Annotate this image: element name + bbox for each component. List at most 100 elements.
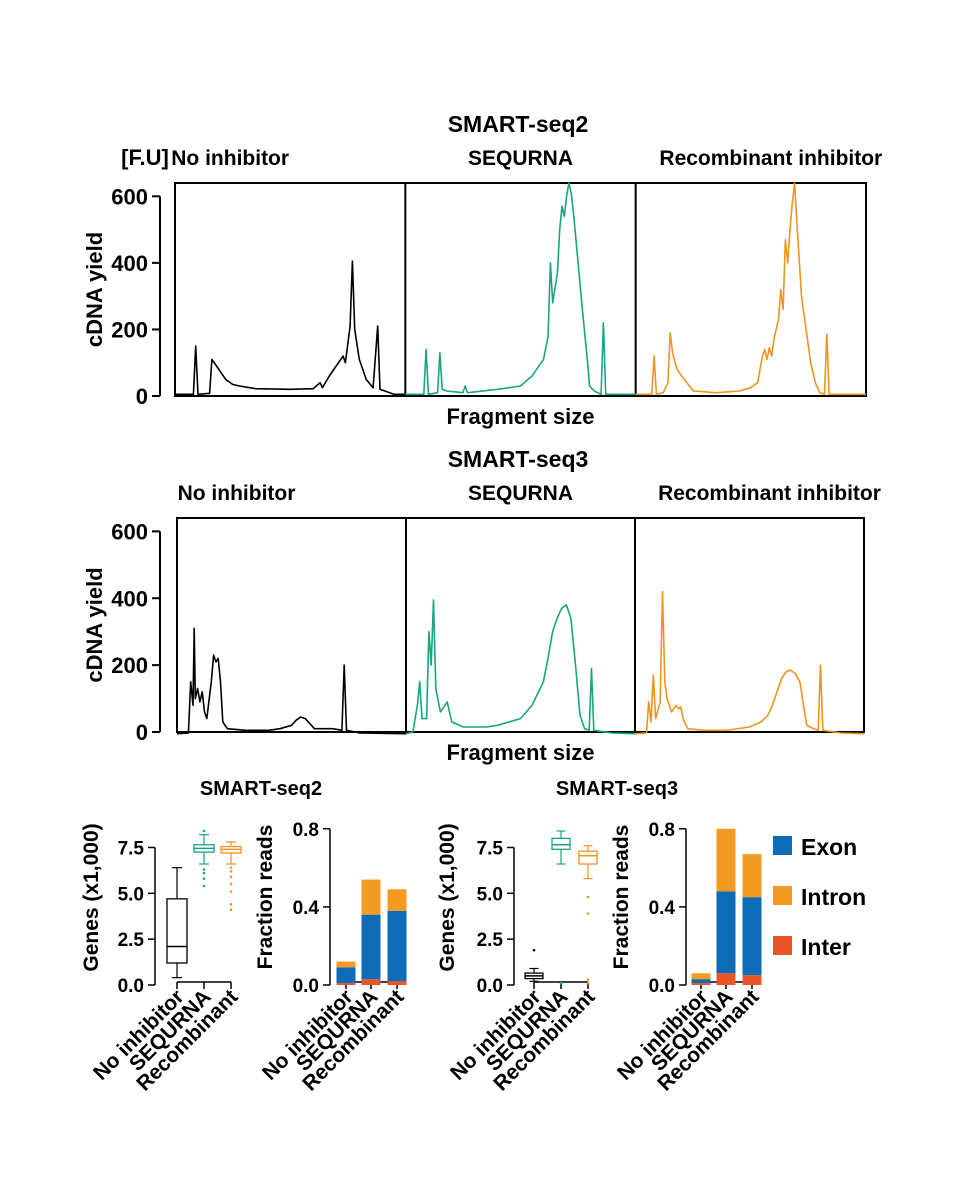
bar-segment bbox=[691, 983, 711, 985]
chart-title: SMART-seq2 bbox=[200, 778, 322, 800]
bar-segment bbox=[742, 897, 762, 976]
box-outlier bbox=[559, 981, 563, 985]
fraction-legend: Exon Intron Inter bbox=[773, 834, 866, 960]
y-tick-label: 400 bbox=[111, 251, 148, 276]
box bbox=[551, 837, 571, 850]
y-tick-label: 2.5 bbox=[477, 930, 504, 951]
middle-title: SMART-seq3 bbox=[448, 446, 589, 472]
box-outlier bbox=[586, 912, 590, 915]
legend-label: Exon bbox=[801, 834, 857, 860]
y-tick-label: 0 bbox=[136, 384, 148, 409]
top-title: SMART-seq2 bbox=[448, 111, 589, 137]
panel-title: SEQURNA bbox=[468, 482, 573, 505]
y-tick-label: 0.8 bbox=[649, 820, 675, 841]
bar-segment bbox=[716, 828, 736, 892]
box bbox=[166, 898, 188, 964]
legend-label: Inter bbox=[801, 934, 851, 960]
box-outlier bbox=[202, 868, 206, 871]
y-tick-label: 0 bbox=[136, 720, 148, 745]
box-outlier bbox=[202, 877, 206, 880]
bar-segment bbox=[387, 889, 407, 911]
trace-line bbox=[176, 627, 407, 735]
panel-title: Recombinant inhibitor bbox=[658, 482, 881, 505]
box-outlier bbox=[202, 829, 206, 833]
bar-segment bbox=[387, 910, 407, 982]
y-tick-label: 0.8 bbox=[293, 820, 319, 841]
x-axis-label: Fragment size bbox=[447, 740, 595, 765]
plot-frame bbox=[174, 182, 867, 397]
bar-segment bbox=[716, 891, 736, 974]
y-tick-label: 5.0 bbox=[118, 884, 144, 905]
y-tick-label: 0.4 bbox=[293, 898, 320, 919]
y-tick-label: 0.0 bbox=[293, 976, 319, 997]
legend-label: Intron bbox=[801, 884, 866, 910]
y-tick-label: 400 bbox=[111, 586, 148, 611]
y-tick-label: 5.0 bbox=[477, 884, 503, 905]
box bbox=[578, 850, 598, 865]
box-outlier bbox=[229, 890, 233, 893]
bar-segment bbox=[336, 983, 356, 985]
y-axis-label: Genes (x1,000) bbox=[80, 823, 103, 971]
trace-line bbox=[405, 182, 636, 396]
y-tick-label: 7.5 bbox=[477, 839, 504, 860]
box-outlier bbox=[229, 903, 233, 906]
y-axis-label: cDNA yield bbox=[82, 567, 107, 682]
box-outlier bbox=[586, 978, 590, 981]
trace-line bbox=[405, 599, 636, 735]
fu-unit-label: [F.U] bbox=[121, 145, 169, 170]
panel-title: SEQURNA bbox=[468, 147, 573, 170]
y-axis-label: Genes (x1,000) bbox=[436, 823, 459, 971]
bar-segment bbox=[361, 879, 381, 915]
legend-swatch bbox=[773, 936, 792, 955]
trace-line bbox=[175, 260, 406, 396]
box-outlier bbox=[229, 866, 233, 869]
y-axis-label: Fraction reads bbox=[254, 825, 277, 970]
y-tick-label: 0.0 bbox=[649, 976, 675, 997]
plot-frame bbox=[176, 517, 865, 733]
y-tick-label: 0.0 bbox=[118, 976, 144, 997]
bar-segment bbox=[361, 979, 381, 985]
trace-line bbox=[634, 590, 865, 735]
chart-title: SMART-seq3 bbox=[556, 778, 678, 800]
legend-swatch bbox=[773, 836, 792, 855]
y-tick-label: 600 bbox=[111, 519, 148, 544]
bar-segment bbox=[387, 981, 407, 985]
box-outlier bbox=[229, 870, 233, 873]
box-outlier bbox=[229, 908, 233, 912]
bar-segment bbox=[336, 967, 356, 984]
y-axis-label: Fraction reads bbox=[610, 825, 633, 970]
y-tick-label: 600 bbox=[111, 184, 148, 209]
box-outlier bbox=[229, 882, 233, 886]
trace-line bbox=[635, 182, 866, 396]
bar-segment bbox=[361, 914, 381, 980]
box-outlier bbox=[532, 948, 536, 952]
y-tick-label: 200 bbox=[111, 653, 148, 678]
box-outlier bbox=[202, 884, 206, 888]
box-outlier bbox=[586, 895, 590, 899]
panel-title: No inhibitor bbox=[171, 147, 289, 170]
box-outlier bbox=[229, 875, 233, 879]
y-tick-label: 200 bbox=[111, 317, 148, 342]
bar-segment bbox=[336, 961, 356, 968]
panel-title: No inhibitor bbox=[178, 482, 296, 505]
bar-segment bbox=[691, 979, 711, 984]
bar-segment bbox=[716, 973, 736, 985]
box-outlier bbox=[202, 871, 206, 875]
box-outlier bbox=[586, 981, 590, 985]
panel-title: Recombinant inhibitor bbox=[659, 147, 882, 170]
y-axis-label: cDNA yield bbox=[82, 232, 107, 347]
bar-segment bbox=[691, 973, 711, 980]
y-tick-label: 7.5 bbox=[118, 839, 145, 860]
y-tick-label: 2.5 bbox=[118, 930, 145, 951]
legend-swatch bbox=[773, 886, 792, 905]
x-axis-label: Fragment size bbox=[447, 404, 595, 429]
y-tick-label: 0.0 bbox=[477, 976, 503, 997]
bar-segment bbox=[742, 975, 762, 985]
bar-segment bbox=[742, 854, 762, 898]
y-tick-label: 0.4 bbox=[649, 898, 676, 919]
